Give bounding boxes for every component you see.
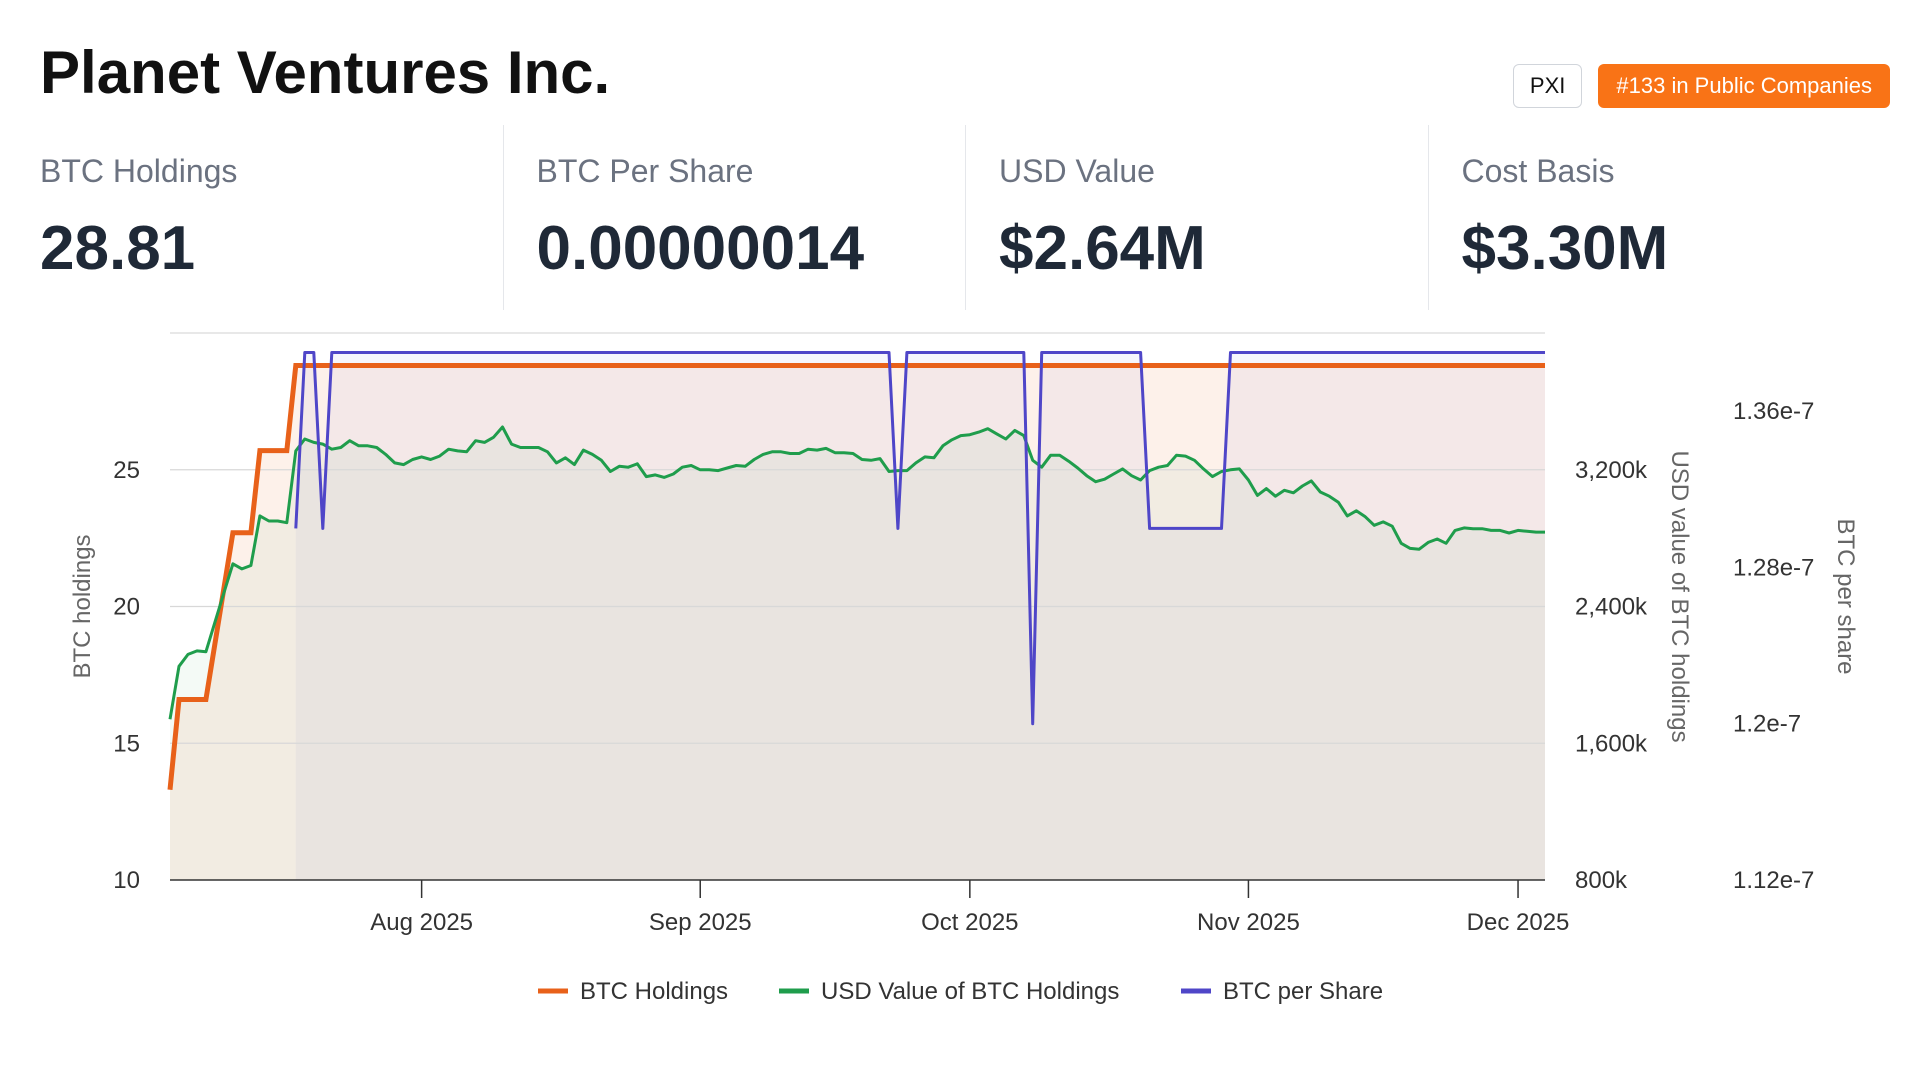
usd-tick-label: 1,600k bbox=[1575, 730, 1648, 757]
x-tick-label: Nov 2025 bbox=[1197, 909, 1300, 936]
stat-value: $2.64M bbox=[999, 214, 1206, 283]
company-title: Planet Ventures Inc. bbox=[40, 39, 611, 106]
x-tick-label: Oct 2025 bbox=[921, 909, 1018, 936]
per-share-axis-title: BTC per share bbox=[1832, 518, 1859, 674]
usd-tick-label: 3,200k bbox=[1575, 457, 1648, 484]
stat-btc-per-share: BTC Per Share 0.00000014 bbox=[502, 125, 966, 310]
x-tick-label: Sep 2025 bbox=[649, 909, 752, 936]
usd-axis-title: USD value of BTC holdings bbox=[1666, 450, 1693, 742]
per-share-area bbox=[295, 352, 1545, 880]
usd-value-line bbox=[168, 425, 1545, 720]
left-tick-label: 25 bbox=[113, 457, 140, 484]
usd-tick-label: 2,400k bbox=[1575, 594, 1648, 621]
usd-tick-label: 800k bbox=[1575, 867, 1628, 894]
usd-area bbox=[170, 427, 1545, 880]
holdings-line bbox=[167, 363, 1545, 790]
left-tick-label: 15 bbox=[113, 730, 140, 757]
legend-label: BTC Holdings bbox=[580, 978, 728, 1005]
per-share-tick-label: 1.36e-7 bbox=[1733, 398, 1814, 425]
left-tick-label: 20 bbox=[113, 594, 140, 621]
stat-label: BTC Per Share bbox=[536, 153, 754, 189]
holdings-area bbox=[170, 365, 1545, 880]
left-axis-title: BTC holdings bbox=[69, 534, 96, 678]
stat-value: 28.81 bbox=[40, 214, 196, 283]
stat-usd-value: USD Value $2.64M bbox=[965, 125, 1428, 310]
rank-badge[interactable]: #133 in Public Companies bbox=[1598, 64, 1890, 108]
stat-label: Cost Basis bbox=[1461, 153, 1615, 189]
legend-label: USD Value of BTC Holdings bbox=[821, 978, 1119, 1005]
stats-row: BTC Holdings 28.81 BTC Per Share 0.00000… bbox=[40, 125, 1890, 310]
legend-label: BTC per Share bbox=[1223, 978, 1383, 1005]
x-tick-label: Dec 2025 bbox=[1467, 909, 1570, 936]
stat-cost-basis: Cost Basis $3.30M bbox=[1427, 125, 1891, 310]
page-header: Planet Ventures Inc. PXI #133 in Public … bbox=[40, 34, 1890, 114]
stat-value: 0.00000014 bbox=[536, 214, 865, 283]
per-share-line bbox=[294, 351, 1545, 726]
ticker-badge[interactable]: PXI bbox=[1512, 64, 1583, 108]
x-tick-label: Aug 2025 bbox=[370, 909, 473, 936]
per-share-tick-label: 1.12e-7 bbox=[1733, 867, 1814, 894]
badge-group: PXI #133 in Public Companies bbox=[1512, 64, 1890, 108]
stat-value: $3.30M bbox=[1461, 214, 1669, 283]
stat-btc-holdings: BTC Holdings 28.81 bbox=[40, 125, 503, 310]
left-tick-label: 10 bbox=[113, 867, 140, 894]
per-share-tick-label: 1.28e-7 bbox=[1733, 554, 1814, 581]
per-share-tick-label: 1.2e-7 bbox=[1733, 711, 1801, 738]
stat-label: BTC Holdings bbox=[40, 153, 238, 189]
stat-label: USD Value bbox=[999, 153, 1155, 189]
